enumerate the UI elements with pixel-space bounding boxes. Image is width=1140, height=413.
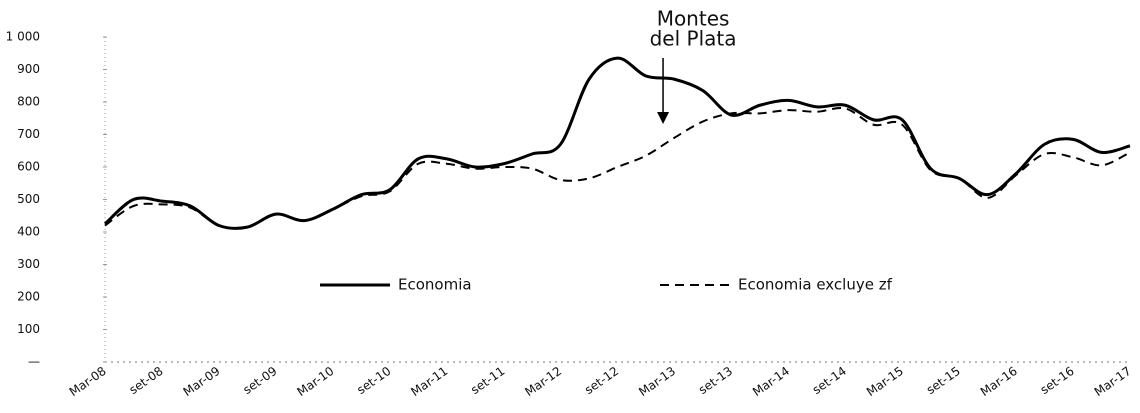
x-tick-label: set-13 xyxy=(696,364,735,397)
annotation-arrowhead xyxy=(657,112,670,124)
x-tick-label: set-12 xyxy=(582,364,621,397)
y-tick-label: 900 xyxy=(17,62,40,76)
x-tick-label: Mar-17 xyxy=(1092,364,1134,399)
y-tick-label: 600 xyxy=(17,160,40,174)
y-tick-label: — xyxy=(28,355,40,369)
line-series xyxy=(104,107,1131,230)
annotation-text: del Plata xyxy=(650,27,737,51)
x-tick-label: set-10 xyxy=(354,364,393,397)
y-tick-label: 300 xyxy=(17,257,40,271)
x-tick-label: set-16 xyxy=(1038,364,1077,397)
line-series xyxy=(103,56,1131,230)
y-tick-label: 200 xyxy=(17,290,40,304)
x-tick-label: set-14 xyxy=(810,364,849,397)
x-tick-label: Mar-12 xyxy=(522,364,564,399)
x-tick-label: Mar-08 xyxy=(67,364,109,399)
x-tick-label: set-09 xyxy=(240,364,279,397)
x-tick-label: set-11 xyxy=(468,364,507,397)
y-tick-label: 400 xyxy=(17,225,40,239)
legend-label: Economia excluye zf xyxy=(738,276,893,294)
x-tick-label: Mar-13 xyxy=(636,364,678,399)
x-tick-label: set-15 xyxy=(924,364,963,397)
x-tick-label: Mar-09 xyxy=(181,364,223,399)
annotation-text: Montes xyxy=(657,7,730,31)
y-tick-label: 500 xyxy=(17,192,40,206)
x-tick-label: Mar-16 xyxy=(978,364,1020,399)
y-tick-label: 800 xyxy=(17,95,40,109)
x-tick-label: Mar-11 xyxy=(408,364,450,399)
x-tick-label: Mar-15 xyxy=(864,364,906,399)
y-tick-label: 700 xyxy=(17,127,40,141)
x-tick-label: Mar-14 xyxy=(750,364,792,399)
legend-label: Economia xyxy=(398,276,472,294)
x-tick-label: Mar-10 xyxy=(294,364,336,399)
y-tick-label: 1 000 xyxy=(6,30,40,44)
y-tick-label: 100 xyxy=(17,322,40,336)
x-tick-label: set-08 xyxy=(127,364,166,397)
